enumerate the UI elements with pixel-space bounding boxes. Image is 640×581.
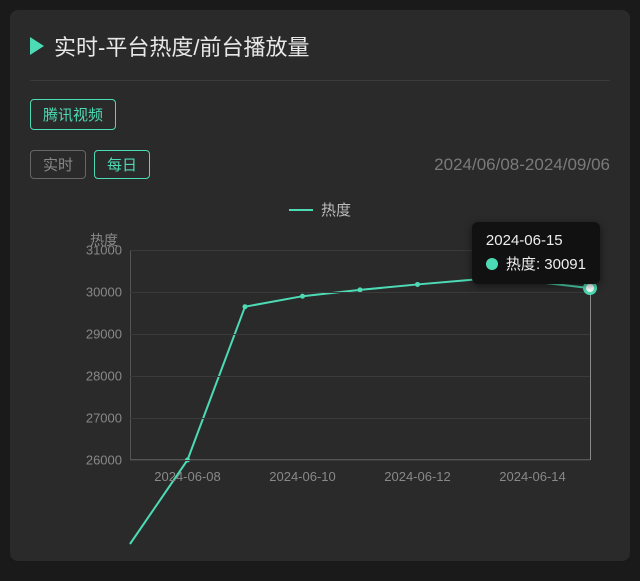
tooltip-value-label: 热度: 30091: [506, 253, 586, 274]
legend-line-icon: [289, 209, 313, 211]
chart-panel: 实时-平台热度/前台播放量 腾讯视频 实时 每日 2024/06/08-2024…: [10, 10, 630, 561]
y-tick-label: 26000: [72, 453, 122, 468]
tab-realtime[interactable]: 实时: [30, 150, 86, 179]
x-tick-label: 2024-06-14: [499, 469, 566, 484]
y-tick-label: 31000: [72, 243, 122, 258]
panel-header: 实时-平台热度/前台播放量: [30, 30, 610, 81]
legend: 热度: [30, 199, 610, 220]
tooltip-dot-icon: [486, 258, 498, 270]
legend-series-label: 热度: [321, 199, 351, 220]
play-icon: [30, 37, 44, 55]
y-tick-label: 27000: [72, 411, 122, 426]
x-tick-label: 2024-06-12: [384, 469, 451, 484]
x-tick-label: 2024-06-08: [154, 469, 221, 484]
gridline: [130, 292, 590, 293]
date-range-label: 2024/06/08-2024/09/06: [434, 155, 610, 175]
platform-chip-tencent[interactable]: 腾讯视频: [30, 99, 116, 130]
time-tabs: 实时 每日: [30, 150, 150, 179]
gridline: [130, 376, 590, 377]
panel-title: 实时-平台热度/前台播放量: [54, 30, 309, 62]
tooltip-date: 2024-06-15: [486, 232, 586, 249]
gridline: [130, 460, 590, 461]
chart-area[interactable]: 2600027000280002900030000310002024-06-08…: [70, 250, 600, 490]
gridline: [130, 418, 590, 419]
gridline: [130, 334, 590, 335]
tabs-row: 实时 每日 2024/06/08-2024/09/06: [30, 150, 610, 179]
x-tick-label: 2024-06-10: [269, 469, 336, 484]
y-tick-label: 28000: [72, 369, 122, 384]
tooltip: 2024-06-15 热度: 30091: [472, 222, 600, 284]
y-tick-label: 29000: [72, 327, 122, 342]
y-tick-label: 30000: [72, 285, 122, 300]
platform-filter-row: 腾讯视频: [30, 99, 610, 130]
tab-daily[interactable]: 每日: [94, 150, 150, 179]
